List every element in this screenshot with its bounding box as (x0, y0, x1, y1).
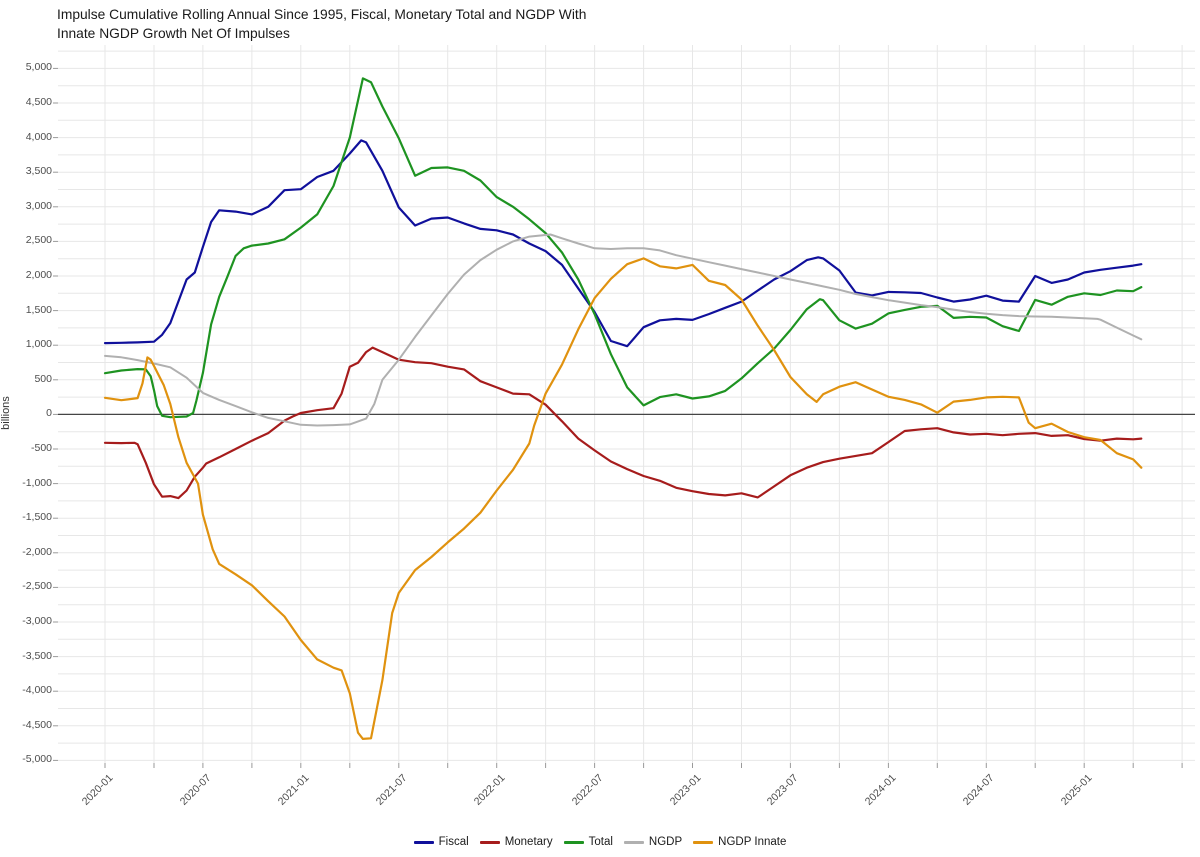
legend-item-total: Total (563, 836, 613, 848)
y-tick-label: 4,000 (25, 130, 52, 143)
legend-swatch-icon (623, 840, 644, 844)
y-tick-label: 1,000 (25, 338, 52, 351)
x-tick-label: 2025-01 (1058, 772, 1095, 808)
y-tick-label: -1,000 (22, 476, 52, 489)
y-tick-label: -5,000 (22, 753, 52, 766)
x-tick-label: 2020-01 (79, 772, 116, 808)
y-tick-label: -500 (30, 442, 52, 454)
series-line-fiscal (103, 139, 1143, 348)
y-tick-label: -4,500 (22, 718, 52, 731)
legend: Fiscal Monetary Total NGDP NGDP Innate (0, 836, 1200, 848)
legend-swatch-icon (413, 840, 434, 844)
y-tick-label: 2,500 (25, 234, 52, 247)
x-tick-label: 2024-07 (961, 772, 997, 808)
series-line-ngdp (104, 233, 1143, 427)
legend-label: Total (588, 836, 613, 848)
chart-title-line2: Innate NGDP Growth Net Of Impulses (57, 26, 290, 41)
series-line-ngdp-innate (103, 257, 1143, 740)
y-tick-label: -4,000 (22, 684, 52, 697)
legend-swatch-icon (479, 840, 500, 844)
legend-swatch-icon (563, 840, 584, 844)
legend-item-fiscal: Fiscal (413, 836, 469, 848)
legend-item-monetary: Monetary (479, 836, 553, 848)
y-tick-label: -2,500 (22, 580, 52, 593)
plot-canvas (53, 45, 1195, 768)
x-tick-label: 2022-07 (569, 772, 606, 808)
y-tick-label: -1,500 (22, 511, 52, 524)
plot-area (53, 45, 1195, 768)
series-line-total (103, 77, 1143, 419)
y-tick-label: 2,000 (25, 269, 52, 281)
chart-title-line1: Impulse Cumulative Rolling Annual Since … (57, 7, 587, 22)
y-tick-label: 1,500 (25, 303, 52, 316)
y-tick-label: 5,000 (25, 61, 52, 74)
y-tick-label: -3,000 (22, 615, 52, 627)
legend-item-ngdp: NGDP (623, 836, 683, 848)
y-tick-label: 500 (34, 372, 52, 385)
x-tick-label: 2022-01 (471, 772, 508, 808)
y-tick-label: -2,000 (22, 545, 52, 558)
x-tick-label: 2020-07 (177, 772, 214, 808)
x-tick-label: 2023-01 (667, 772, 704, 808)
x-tick-label: 2023-07 (765, 772, 801, 808)
x-tick-label: 2021-01 (275, 772, 312, 808)
x-tick-label: 2021-07 (373, 772, 410, 808)
series-line-monetary (103, 346, 1143, 500)
x-tick-label: 2024-01 (863, 772, 899, 808)
y-tick-label: 3,500 (25, 165, 52, 178)
legend-label: Monetary (504, 836, 553, 848)
chart-title: Impulse Cumulative Rolling Annual Since … (57, 5, 586, 43)
y-tick-label: 0 (46, 407, 52, 420)
legend-label: Fiscal (438, 836, 469, 848)
y-tick-label: 4,500 (25, 96, 52, 108)
legend-label: NGDP (648, 836, 683, 848)
legend-item-ngdp-innate: NGDP Innate (693, 836, 786, 848)
legend-label: NGDP Innate (718, 836, 787, 848)
legend-swatch-icon (693, 840, 714, 844)
y-tick-label: 3,000 (25, 199, 52, 212)
y-tick-label: -3,500 (22, 649, 52, 662)
